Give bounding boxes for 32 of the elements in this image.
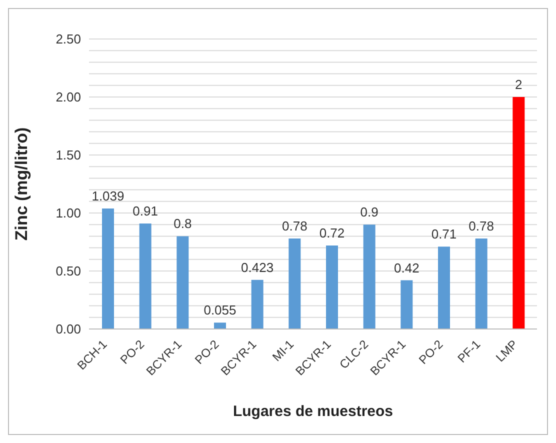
bar	[139, 223, 152, 329]
y-tick-label: 2.50	[56, 32, 81, 47]
y-tick-label: 0.00	[56, 322, 81, 337]
y-tick-label: 2.00	[56, 90, 81, 105]
y-axis-title: Zinc (mg/litro)	[12, 127, 32, 241]
bar	[400, 280, 413, 329]
bar	[438, 246, 450, 329]
data-label: 2	[515, 77, 522, 92]
data-label: 0.78	[282, 218, 308, 234]
y-tick-label: 1.50	[56, 148, 81, 163]
data-label: 0.423	[241, 260, 274, 275]
data-label: 0.9	[360, 204, 378, 220]
data-label: 0.72	[319, 225, 345, 240]
y-tick-label: 1.00	[56, 206, 81, 221]
bar	[102, 208, 114, 329]
y-tick-label: 0.50	[56, 264, 81, 279]
data-label: 0.055	[204, 302, 236, 318]
data-label: 0.8	[174, 216, 192, 232]
bar	[251, 280, 264, 329]
data-label: 0.91	[132, 203, 158, 218]
data-label: 0.42	[394, 260, 420, 276]
data-label: 0.71	[431, 226, 457, 242]
bar	[363, 224, 376, 329]
data-label: 0.78	[468, 218, 494, 234]
data-label: 1.039	[92, 188, 124, 204]
bar	[512, 97, 525, 329]
bar	[326, 245, 338, 329]
bar	[176, 236, 189, 329]
x-axis-title: Lugares de muestreos	[232, 403, 394, 420]
bar	[288, 238, 301, 329]
bar	[214, 322, 226, 329]
bar	[475, 238, 488, 329]
